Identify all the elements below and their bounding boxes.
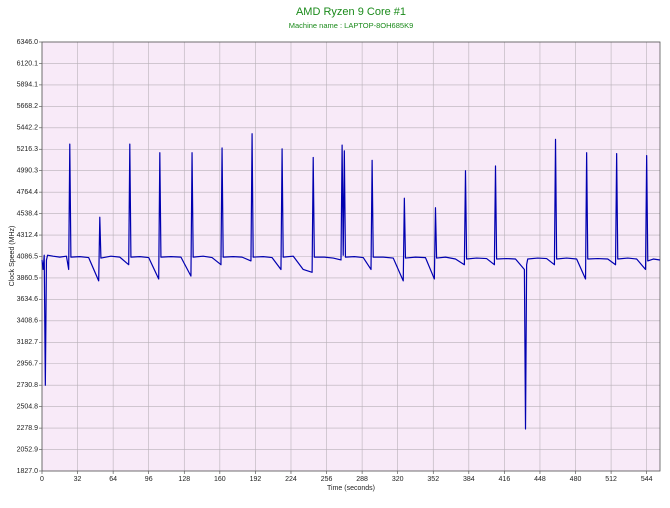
x-tick-label: 96 <box>145 476 153 483</box>
y-tick-label: 4086.5 <box>17 253 39 260</box>
y-tick-label: 5216.3 <box>17 146 39 153</box>
chart-title: AMD Ryzen 9 Core #1 <box>296 6 406 18</box>
y-tick-label: 5442.2 <box>17 125 39 132</box>
y-tick-label: 4312.4 <box>17 232 39 239</box>
y-tick-label: 6120.1 <box>17 60 39 67</box>
y-tick-label: 3634.6 <box>17 296 39 303</box>
y-tick-label: 3408.6 <box>17 318 39 325</box>
y-tick-label: 3182.7 <box>17 339 39 346</box>
x-tick-label: 480 <box>570 476 582 483</box>
y-tick-label: 1827.0 <box>17 468 39 475</box>
x-tick-label: 448 <box>534 476 546 483</box>
y-tick-label: 4990.3 <box>17 168 39 175</box>
y-tick-label: 2278.9 <box>17 425 39 432</box>
y-axis-label: Clock Speed (MHz) <box>9 226 16 287</box>
x-tick-label: 384 <box>463 476 475 483</box>
y-tick-label: 2956.7 <box>17 361 39 368</box>
x-tick-label: 416 <box>499 476 511 483</box>
x-tick-label: 128 <box>178 476 190 483</box>
y-tick-label: 2504.8 <box>17 403 39 410</box>
x-tick-label: 288 <box>356 476 368 483</box>
x-axis-label: Time (seconds) <box>327 485 375 492</box>
x-tick-label: 0 <box>40 476 44 483</box>
x-tick-label: 160 <box>214 476 226 483</box>
chart-subtitle: Machine name : LAPTOP-8OH685K9 <box>289 21 414 30</box>
y-tick-label: 5894.1 <box>17 82 39 89</box>
y-tick-label: 3860.5 <box>17 275 39 282</box>
x-tick-label: 224 <box>285 476 297 483</box>
y-tick-label: 2730.8 <box>17 382 39 389</box>
y-tick-label: 5668.2 <box>17 103 39 110</box>
x-tick-label: 544 <box>641 476 653 483</box>
plot-frame <box>41 41 661 472</box>
y-tick-label: 4538.4 <box>17 210 39 217</box>
y-tick-label: 4764.4 <box>17 189 39 196</box>
x-tick-label: 512 <box>605 476 617 483</box>
x-tick-label: 192 <box>250 476 262 483</box>
y-tick-label: 2052.9 <box>17 446 39 453</box>
x-tick-label: 64 <box>109 476 117 483</box>
x-tick-label: 256 <box>321 476 333 483</box>
x-tick-label: 320 <box>392 476 404 483</box>
y-tick-label: 6346.0 <box>17 39 39 46</box>
data-line <box>41 133 661 430</box>
x-tick-label: 32 <box>74 476 82 483</box>
x-tick-label: 352 <box>427 476 439 483</box>
